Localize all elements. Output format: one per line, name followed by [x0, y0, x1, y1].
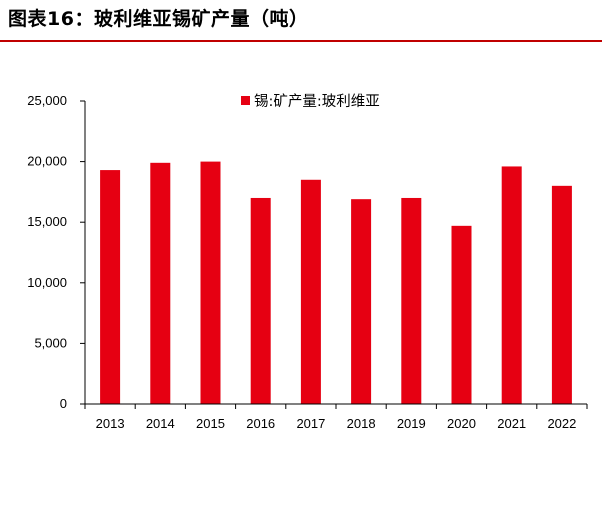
legend-swatch [241, 96, 250, 105]
bar [501, 166, 522, 404]
bar [351, 199, 372, 404]
y-tick-label: 15,000 [27, 214, 67, 229]
x-tick-label: 2021 [497, 416, 526, 431]
bar [551, 185, 572, 404]
x-tick-label: 2018 [347, 416, 376, 431]
y-tick-label: 0 [60, 396, 67, 411]
bar [150, 162, 171, 404]
y-axis-ticks: 0 5,000 10,000 15,000 20,000 25,000 [27, 93, 86, 411]
bar [300, 179, 321, 404]
bar [100, 170, 121, 404]
bar [451, 225, 472, 404]
legend: 锡:矿产量:玻利维亚 [241, 93, 380, 110]
title-divider [0, 40, 602, 42]
x-tick-label: 2016 [246, 416, 275, 431]
y-tick-label: 10,000 [27, 275, 67, 290]
legend-label: 锡:矿产量:玻利维亚 [254, 93, 380, 110]
x-tick-label: 2022 [547, 416, 576, 431]
y-tick-label: 5,000 [34, 335, 67, 350]
x-tick-label: 2014 [146, 416, 175, 431]
x-tick-label: 2017 [296, 416, 325, 431]
y-tick-label: 25,000 [27, 93, 67, 108]
x-tick-label: 2015 [196, 416, 225, 431]
bar [401, 197, 422, 404]
x-tick-label: 2013 [96, 416, 125, 431]
bar [200, 161, 221, 404]
x-tick-label: 2019 [397, 416, 426, 431]
x-axis-ticks: 2013 2014 2015 2016 2017 2018 2019 2020 2021 2022 [84, 404, 588, 431]
y-tick-label: 20,000 [27, 154, 67, 169]
figure-title: 图表16：玻利维亚锡矿产量（吨） [8, 8, 309, 30]
x-tick-label: 2020 [447, 416, 476, 431]
bars [100, 161, 572, 404]
bar [250, 197, 271, 404]
